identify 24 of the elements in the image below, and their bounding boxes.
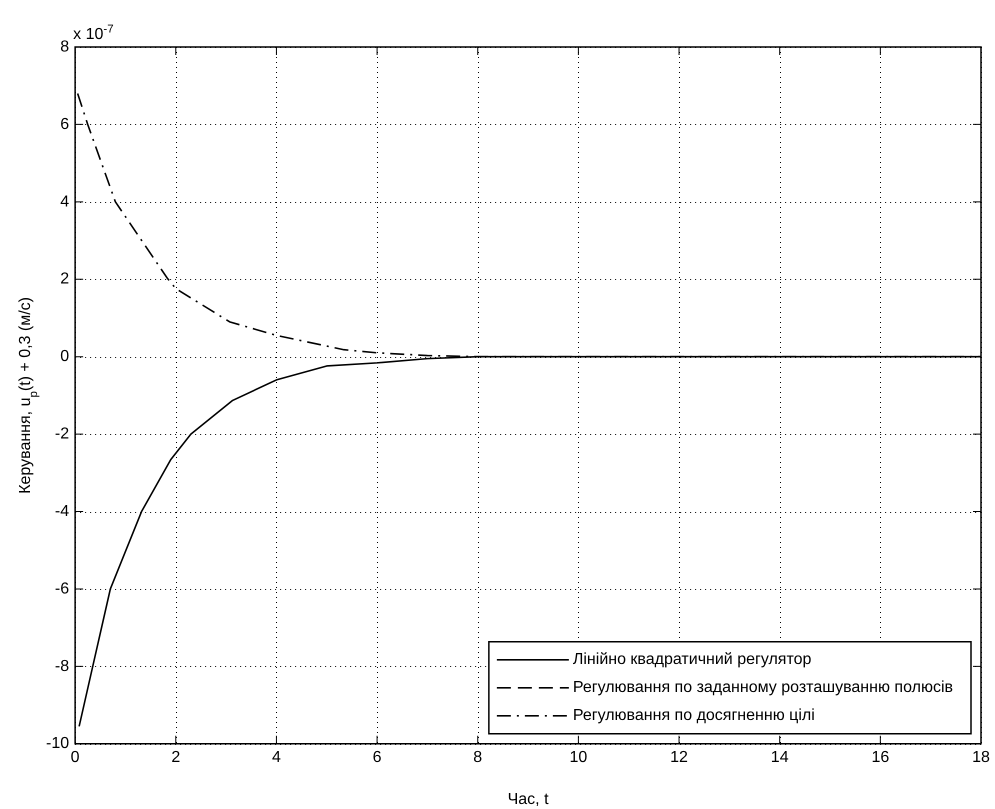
x-tick-label: 10: [569, 748, 588, 766]
x-tick-label: 18: [972, 748, 990, 766]
legend-label: Регулювання по заданному розташуванню полюсів: [572, 679, 954, 696]
y-axis-title: Керування, up(t) + 0,3 (м/с): [17, 296, 40, 494]
x-axis-title: Час, t: [508, 791, 550, 808]
x-tick-label: 4: [272, 748, 281, 766]
y-tick-label: -4: [54, 502, 70, 520]
x-tick-label: 2: [171, 748, 180, 766]
y-tick-label: 6: [60, 116, 70, 133]
legend-label: Регулювання по досягненню цілі: [572, 707, 815, 724]
y-tick-label: 0: [60, 348, 70, 366]
y-tick-label: -2: [54, 426, 70, 443]
x-tick-label: 6: [372, 748, 382, 766]
y-tick-label: -10: [46, 735, 70, 752]
x-tick-label: 14: [770, 748, 789, 766]
x-tick-label: 8: [473, 748, 482, 766]
x-tick-label: 12: [670, 748, 688, 766]
y-tick-label: -8: [54, 658, 70, 675]
y-tick-label: 8: [60, 38, 70, 56]
y-tick-label: 4: [60, 193, 70, 210]
x-tick-label: 16: [871, 748, 890, 766]
y-tick-label: 2: [60, 270, 70, 288]
legend-label: Лінійно квадратичний регулятор: [572, 651, 812, 668]
y-tick-label: -6: [54, 580, 70, 598]
